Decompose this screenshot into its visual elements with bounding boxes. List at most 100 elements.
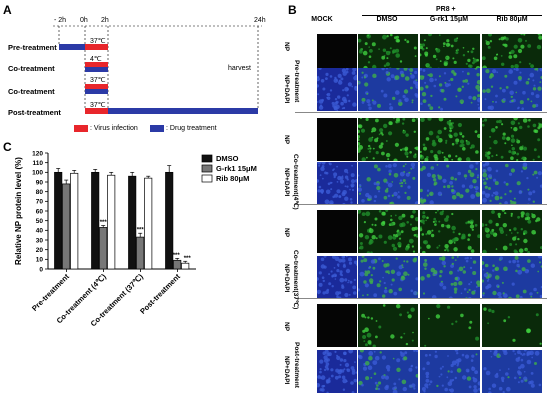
harvest-label: harvest bbox=[228, 65, 251, 72]
bar-rib80m bbox=[70, 172, 79, 270]
pr8-bracket bbox=[362, 15, 542, 16]
panel-c-letter: C bbox=[3, 140, 12, 154]
micrograph-texture bbox=[356, 66, 420, 111]
group-label-co4: Co-treatment(4℃) bbox=[292, 154, 299, 210]
temp-label-row1: 37℃ bbox=[90, 38, 106, 45]
micrograph-texture bbox=[481, 115, 543, 162]
temp-label-row3: 37℃ bbox=[90, 77, 106, 84]
y-tick-label: 110 bbox=[33, 160, 44, 167]
bar-dmso bbox=[128, 175, 137, 270]
micrograph-cell bbox=[317, 304, 357, 347]
micrograph-texture bbox=[356, 208, 420, 255]
micrograph-cell bbox=[418, 209, 481, 255]
micrograph-cell bbox=[315, 348, 358, 394]
y-tick-label: 80 bbox=[36, 189, 44, 196]
micrograph-cell bbox=[356, 208, 420, 255]
micrograph-cell bbox=[420, 348, 482, 393]
row-label-post-treatment: Post-treatment bbox=[8, 108, 61, 117]
micrograph-texture bbox=[419, 66, 482, 111]
micrograph-cell bbox=[356, 116, 420, 163]
micrograph-cell bbox=[357, 347, 420, 395]
micrograph-cell bbox=[315, 160, 359, 207]
micrograph-texture bbox=[361, 304, 415, 348]
legend-virus-label: : Virus infection bbox=[90, 125, 138, 132]
micrograph-cell bbox=[317, 210, 357, 253]
micrograph-cell bbox=[480, 208, 543, 255]
drug-bar-row2 bbox=[85, 67, 108, 72]
y-axis-label: Relative NP protein level (%) bbox=[14, 157, 23, 265]
micrograph-texture bbox=[317, 304, 357, 347]
y-tick-label: 20 bbox=[36, 247, 44, 254]
micrograph-cell bbox=[315, 66, 359, 112]
bar-rib80m bbox=[107, 174, 116, 270]
legend-swatch bbox=[201, 174, 213, 183]
micrograph-texture bbox=[482, 67, 544, 111]
col-head-rib: Rib 80μM bbox=[496, 16, 528, 23]
bar-grk115m bbox=[99, 227, 108, 270]
panel-a-letter: A bbox=[3, 3, 12, 17]
micrograph-texture bbox=[356, 116, 420, 163]
group-separator bbox=[295, 204, 547, 205]
legend-label: DMSO bbox=[216, 154, 239, 163]
micrograph-cell bbox=[419, 66, 482, 111]
stain-label-npdapi-3: NP+DAPI bbox=[283, 264, 290, 293]
micrograph-cell bbox=[357, 162, 420, 206]
temp-label-row4: 37℃ bbox=[90, 102, 106, 109]
row-label-co-treatment-4c: Co-treatment bbox=[8, 64, 55, 73]
stain-label-npdapi-4: NP+DAPI bbox=[283, 356, 290, 385]
micrograph-texture bbox=[481, 161, 544, 207]
micrograph-cell bbox=[419, 116, 482, 163]
micrograph-texture bbox=[315, 66, 359, 112]
y-tick-label: 120 bbox=[32, 150, 43, 157]
legend-virus-swatch bbox=[74, 125, 88, 132]
significance-stars: *** bbox=[100, 220, 108, 226]
micrograph-cell bbox=[481, 115, 543, 162]
temp-label-row2: 4℃ bbox=[90, 56, 102, 63]
micrograph-texture bbox=[315, 348, 358, 394]
stain-label-npdapi-1: NP+DAPI bbox=[283, 75, 290, 104]
drug-bar-row1 bbox=[59, 44, 85, 50]
pr8-label: PR8 + bbox=[436, 6, 456, 13]
micrograph-cell bbox=[480, 253, 544, 302]
stain-label-np-1: NP bbox=[283, 42, 290, 52]
micrograph-cell bbox=[481, 161, 544, 207]
micrograph-texture bbox=[424, 304, 480, 347]
micrograph-texture bbox=[317, 118, 357, 161]
y-tick-label: 10 bbox=[36, 257, 44, 264]
micrograph-cell bbox=[317, 118, 357, 161]
col-head-mock: MOCK bbox=[311, 16, 333, 23]
micrograph-texture bbox=[480, 208, 543, 255]
bar-rib80m bbox=[144, 177, 153, 270]
micrograph-cell bbox=[356, 255, 419, 299]
micrograph-texture bbox=[419, 116, 482, 163]
timeline-guides bbox=[53, 25, 262, 110]
bar-rib80m bbox=[181, 262, 190, 270]
group-label-co37: Co-treatment(37℃) bbox=[292, 250, 299, 310]
row-label-co-treatment-37c: Co-treatment bbox=[8, 87, 55, 96]
virus-bar-row2 bbox=[85, 62, 108, 67]
virus-bar-row4 bbox=[85, 108, 108, 114]
group-separator bbox=[295, 112, 547, 113]
micrograph-texture bbox=[356, 255, 419, 298]
legend-drug-label: : Drug treatment bbox=[166, 125, 217, 132]
micrograph-texture bbox=[357, 162, 420, 206]
micrograph-texture bbox=[357, 347, 420, 395]
virus-bar-row3 bbox=[85, 84, 108, 89]
micrograph-cell bbox=[420, 256, 481, 301]
micrograph-texture bbox=[315, 254, 358, 300]
micrograph-texture bbox=[315, 160, 359, 207]
stain-label-np-2: NP bbox=[283, 135, 290, 145]
micrograph-texture bbox=[418, 161, 481, 206]
micrograph-cell bbox=[315, 254, 358, 300]
fluorescence-image-grid bbox=[295, 24, 547, 402]
micrograph-cell bbox=[482, 347, 542, 395]
stain-label-np-3: NP bbox=[283, 228, 290, 238]
micrograph-cell bbox=[420, 304, 480, 347]
legend-swatch bbox=[201, 154, 213, 163]
drug-bar-row4 bbox=[108, 108, 258, 114]
bar-grk115m bbox=[136, 236, 145, 270]
micrograph-texture bbox=[317, 210, 357, 253]
legend-label: G-rk1 15μM bbox=[216, 164, 257, 173]
y-tick-label: 30 bbox=[36, 237, 44, 244]
y-tick-label: 60 bbox=[36, 208, 44, 215]
